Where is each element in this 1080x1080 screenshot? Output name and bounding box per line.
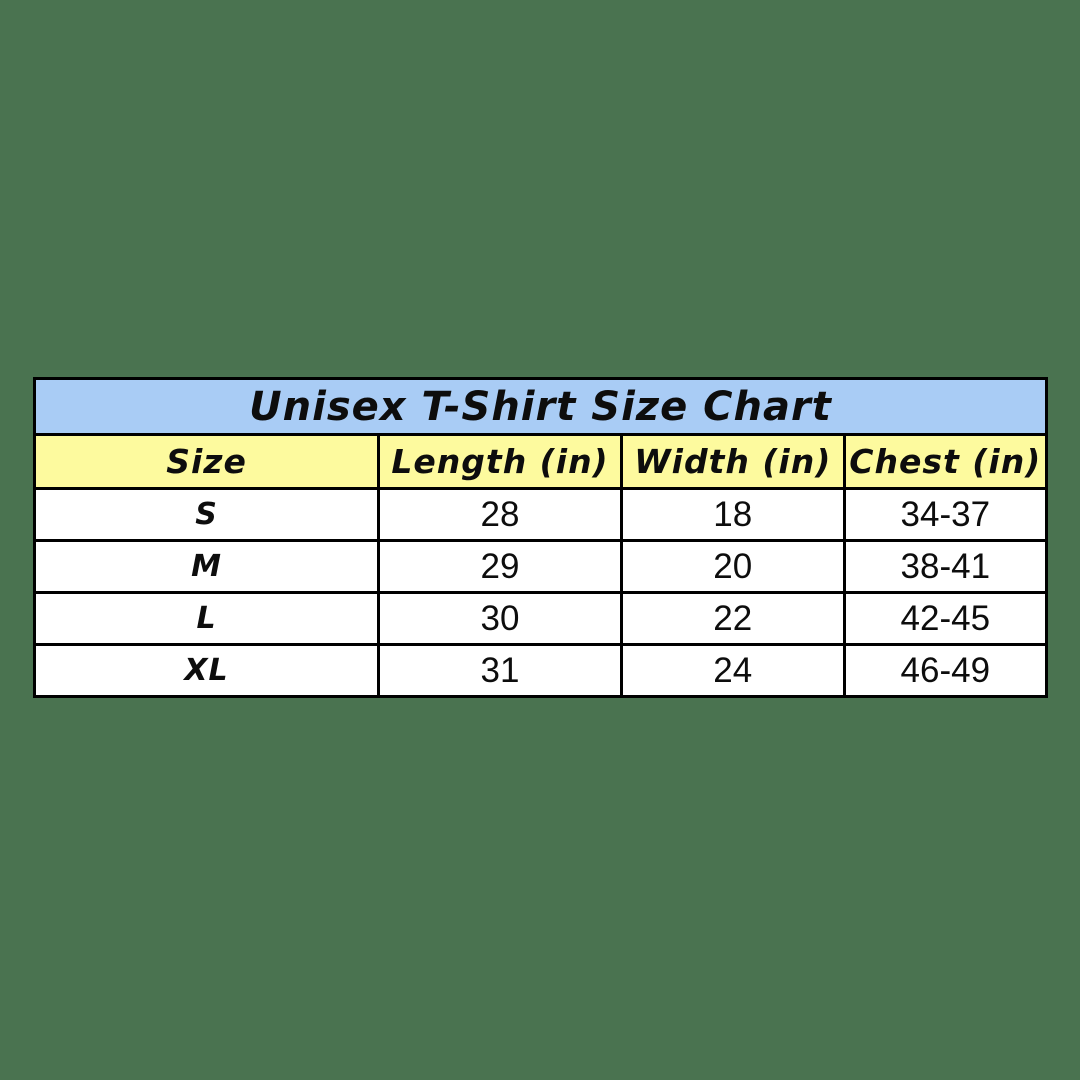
length-value: 28 xyxy=(377,487,623,542)
table-row-l: L 30 22 42-45 xyxy=(32,591,1049,646)
size-value: L xyxy=(32,591,381,646)
header-row: Size Length (in) Width (in) Chest (in) xyxy=(32,433,1049,490)
length-value: 30 xyxy=(377,591,623,646)
size-value: M xyxy=(32,539,381,594)
chest-value: 42-45 xyxy=(842,591,1049,646)
title-row: Unisex T-Shirt Size Chart xyxy=(33,377,1048,436)
table-row-s: S 28 18 34-37 xyxy=(32,487,1049,542)
table-row-m: M 29 20 38-41 xyxy=(32,539,1049,594)
size-chart-table: Unisex T-Shirt Size Chart Size Length (i… xyxy=(32,377,1049,698)
width-value: 18 xyxy=(619,487,846,542)
chest-value: 34-37 xyxy=(842,487,1049,542)
column-header-chest: Chest (in) xyxy=(842,433,1049,490)
length-value: 29 xyxy=(377,539,623,594)
width-value: 20 xyxy=(619,539,846,594)
column-header-length: Length (in) xyxy=(377,433,623,490)
table-title: Unisex T-Shirt Size Chart xyxy=(33,377,1048,436)
length-value: 31 xyxy=(377,643,623,698)
size-value: XL xyxy=(32,643,381,698)
size-value: S xyxy=(32,487,381,542)
column-header-width: Width (in) xyxy=(619,433,846,490)
column-header-size: Size xyxy=(32,433,381,490)
width-value: 22 xyxy=(619,591,846,646)
chest-value: 46-49 xyxy=(842,643,1049,698)
width-value: 24 xyxy=(619,643,846,698)
table-row-xl: XL 31 24 46-49 xyxy=(32,643,1049,698)
chest-value: 38-41 xyxy=(842,539,1049,594)
